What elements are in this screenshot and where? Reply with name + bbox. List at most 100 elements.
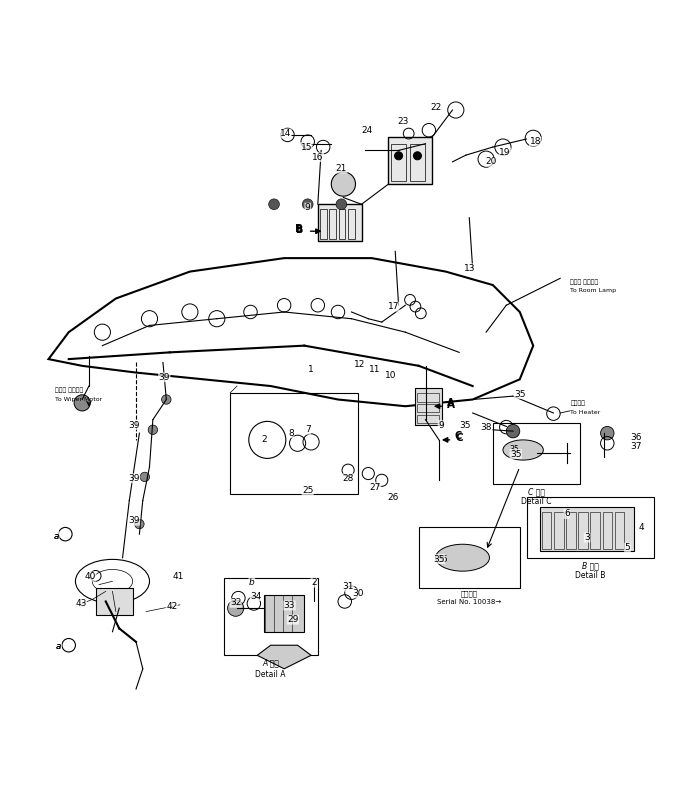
Text: B: B [295, 225, 303, 235]
Bar [540, 507, 634, 551]
Text: Detail A: Detail A [256, 670, 286, 679]
Bar [527, 497, 654, 558]
Text: B 詳細: B 詳細 [582, 561, 599, 570]
Text: 28: 28 [343, 474, 354, 483]
Text: To Room Lamp: To Room Lamp [571, 288, 617, 293]
Text: Detail B: Detail B [575, 571, 606, 580]
Text: Detail C: Detail C [521, 497, 552, 506]
Text: 20: 20 [486, 157, 497, 166]
Bar [339, 209, 345, 239]
Circle shape [162, 395, 171, 404]
Text: C 詳細: C 詳細 [528, 487, 545, 496]
Text: 37: 37 [631, 442, 642, 451]
Bar [418, 415, 439, 423]
Text: 1: 1 [308, 364, 314, 374]
Text: 4: 4 [638, 523, 644, 532]
Text: 27: 27 [369, 483, 381, 491]
Text: 22: 22 [430, 104, 441, 113]
Text: 21: 21 [336, 164, 347, 173]
Circle shape [414, 152, 421, 160]
Circle shape [302, 199, 313, 209]
Text: 12: 12 [354, 360, 365, 369]
Text: a: a [56, 642, 62, 651]
Text: 適用底番: 適用底番 [461, 590, 478, 597]
Text: 2: 2 [261, 435, 267, 444]
Text: 11: 11 [369, 364, 381, 374]
Text: 24: 24 [362, 126, 372, 135]
Text: ワイパ モーター: ワイパ モーター [55, 388, 84, 393]
Text: 5: 5 [625, 543, 630, 552]
Bar [579, 512, 587, 549]
Text: 35: 35 [514, 390, 525, 399]
Text: 33: 33 [284, 601, 295, 610]
Bar [418, 393, 439, 402]
Text: 14: 14 [280, 129, 291, 138]
Bar [590, 512, 600, 549]
Bar [391, 144, 406, 181]
Circle shape [268, 199, 279, 209]
Circle shape [140, 472, 149, 482]
Text: B: B [295, 224, 303, 233]
Text: A: A [447, 398, 454, 407]
Bar [602, 512, 612, 549]
Text: 40: 40 [84, 572, 96, 581]
Text: 38: 38 [481, 423, 492, 432]
Text: A 詳細: A 詳細 [262, 658, 279, 668]
Text: 34: 34 [250, 591, 262, 601]
Text: 39: 39 [128, 420, 140, 430]
Bar [389, 137, 432, 184]
Bar [614, 512, 624, 549]
Text: 29: 29 [287, 615, 299, 624]
Bar [231, 393, 358, 494]
Text: A: A [447, 400, 455, 410]
Bar [329, 209, 336, 239]
Text: 8: 8 [288, 428, 294, 438]
Circle shape [135, 519, 144, 529]
Bar [419, 527, 520, 588]
Circle shape [331, 172, 356, 197]
Text: a: a [54, 531, 59, 541]
Text: 9: 9 [438, 420, 444, 430]
Text: 3: 3 [584, 533, 590, 542]
Circle shape [506, 424, 520, 438]
Text: 35: 35 [510, 446, 519, 455]
Text: ルーム ランプー: ルーム ランプー [571, 280, 598, 285]
Polygon shape [257, 646, 311, 669]
Bar [320, 209, 327, 239]
Text: 18: 18 [529, 137, 541, 146]
Bar [542, 512, 552, 549]
Bar [410, 144, 425, 181]
Bar [493, 423, 581, 483]
Text: 31: 31 [342, 582, 354, 591]
Text: a: a [56, 642, 61, 651]
Bar [554, 512, 564, 549]
Circle shape [74, 395, 91, 411]
Text: 23: 23 [397, 117, 409, 126]
Text: C: C [454, 431, 462, 441]
Bar [264, 594, 304, 632]
Text: 6: 6 [564, 510, 570, 519]
Text: 2: 2 [311, 578, 316, 587]
Text: 35: 35 [433, 555, 445, 563]
Ellipse shape [435, 544, 489, 571]
Bar [95, 588, 132, 615]
Circle shape [336, 199, 347, 209]
Circle shape [600, 427, 614, 440]
Text: C: C [456, 433, 464, 443]
Text: 35: 35 [437, 555, 448, 563]
Text: 30: 30 [352, 589, 364, 598]
Text: 9: 9 [305, 203, 310, 212]
Text: To Heater: To Heater [571, 410, 600, 415]
Bar [566, 512, 576, 549]
Text: 25: 25 [302, 486, 314, 495]
Text: 35: 35 [510, 450, 521, 459]
Text: 17: 17 [387, 302, 399, 311]
Text: 19: 19 [499, 148, 510, 157]
Ellipse shape [503, 440, 544, 460]
Text: 7: 7 [305, 425, 310, 435]
Text: 13: 13 [464, 264, 475, 272]
Text: 10: 10 [385, 372, 396, 380]
Circle shape [395, 152, 403, 160]
Text: 15: 15 [301, 142, 312, 152]
Circle shape [228, 600, 244, 616]
